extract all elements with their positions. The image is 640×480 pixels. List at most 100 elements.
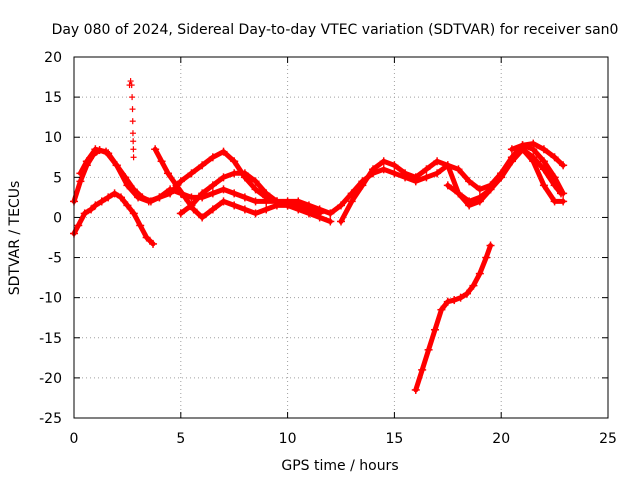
data-point xyxy=(130,154,137,161)
y-tick-label: 0 xyxy=(53,210,62,226)
data-point xyxy=(550,181,559,190)
data-point xyxy=(219,147,228,156)
chart-title: Day 080 of 2024, Sidereal Day-to-day VTE… xyxy=(52,22,619,38)
series-layer xyxy=(70,78,568,394)
data-point xyxy=(507,157,516,166)
data-point xyxy=(87,205,96,214)
series-line xyxy=(77,146,333,216)
data-point xyxy=(181,193,190,202)
data-point xyxy=(469,281,478,290)
y-tick-label: -10 xyxy=(39,291,62,307)
data-point xyxy=(230,201,239,210)
data-point xyxy=(379,165,388,174)
data-point xyxy=(187,201,196,210)
data-point xyxy=(128,82,135,89)
data-point xyxy=(76,169,85,178)
data-point xyxy=(91,201,100,210)
y-tick-label: 20 xyxy=(44,50,62,66)
data-point xyxy=(315,205,324,214)
data-point xyxy=(219,173,228,182)
data-point xyxy=(463,289,472,298)
data-point xyxy=(529,139,538,148)
data-point xyxy=(219,185,228,194)
series-line xyxy=(338,142,566,224)
data-point xyxy=(326,217,335,226)
data-point xyxy=(559,197,568,206)
series-track-2 xyxy=(70,189,158,248)
data-point xyxy=(443,161,452,170)
data-point xyxy=(102,147,111,156)
data-point xyxy=(557,189,566,198)
data-point xyxy=(110,189,119,198)
data-point xyxy=(507,145,516,154)
data-point xyxy=(129,106,136,113)
data-point xyxy=(187,169,196,178)
data-point xyxy=(411,385,420,394)
data-point xyxy=(422,165,431,174)
data-point xyxy=(443,181,452,190)
y-tick-label: 10 xyxy=(44,130,62,146)
data-point xyxy=(424,345,433,354)
data-point xyxy=(433,157,442,166)
data-point xyxy=(91,145,100,154)
data-point xyxy=(497,173,506,182)
data-point xyxy=(82,157,91,166)
data-point xyxy=(486,241,495,250)
data-point xyxy=(482,253,491,262)
data-point xyxy=(123,181,132,190)
data-point xyxy=(539,145,548,154)
data-point xyxy=(315,213,324,222)
data-point xyxy=(240,205,249,214)
data-point xyxy=(129,209,138,218)
data-point xyxy=(283,201,292,210)
data-point xyxy=(454,189,463,198)
data-point xyxy=(130,138,137,145)
data-point xyxy=(454,165,463,174)
data-point xyxy=(518,141,527,150)
data-point xyxy=(127,78,134,85)
data-point xyxy=(198,213,207,222)
data-point xyxy=(326,209,335,218)
data-point xyxy=(465,177,474,186)
grid-layer xyxy=(74,57,608,418)
x-tick-label: 10 xyxy=(279,431,297,447)
data-point xyxy=(294,205,303,214)
data-point xyxy=(529,157,538,166)
data-point xyxy=(251,185,260,194)
x-tick-label: 5 xyxy=(176,431,185,447)
data-point xyxy=(539,157,548,166)
data-point xyxy=(475,197,484,206)
y-tick-label: 5 xyxy=(53,170,62,186)
data-point xyxy=(347,189,356,198)
data-point xyxy=(176,177,185,186)
data-point xyxy=(219,197,228,206)
y-tick-label: -15 xyxy=(39,331,62,347)
data-point xyxy=(144,197,153,206)
data-point xyxy=(80,209,89,218)
data-point xyxy=(74,221,83,230)
x-tick-label: 0 xyxy=(70,431,79,447)
axes-layer: 0 5 10 15 20 25 -25 -20 -15 -10 -5 0 5 10 15 20 xyxy=(39,50,617,447)
x-tick-label: 15 xyxy=(385,431,403,447)
data-point xyxy=(475,269,484,278)
data-point xyxy=(208,153,217,162)
data-point xyxy=(230,157,239,166)
data-point xyxy=(76,177,85,186)
data-point xyxy=(129,94,136,101)
data-point xyxy=(304,201,313,210)
data-point xyxy=(130,146,137,153)
data-point xyxy=(539,181,548,190)
data-point xyxy=(166,189,175,198)
data-point xyxy=(304,209,313,218)
series-line xyxy=(445,146,566,208)
series-line xyxy=(152,146,301,220)
data-point xyxy=(559,161,568,170)
data-point xyxy=(208,205,217,214)
series-track-8 xyxy=(443,145,568,210)
data-point xyxy=(433,169,442,178)
data-point xyxy=(337,217,345,226)
data-point xyxy=(347,197,356,206)
data-point xyxy=(358,177,367,186)
data-point xyxy=(142,233,151,242)
